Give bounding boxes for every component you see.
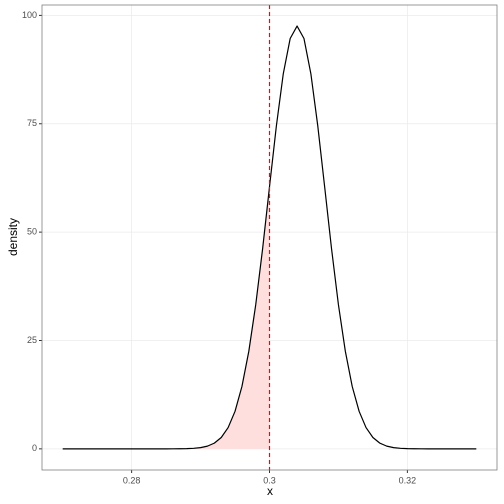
x-tick-label: 0.28 bbox=[123, 475, 141, 485]
panel-border bbox=[41, 4, 498, 471]
y-tick-label: 0 bbox=[32, 443, 37, 453]
shaded-area bbox=[62, 186, 270, 449]
x-axis-title: x bbox=[267, 484, 273, 498]
y-tick-label: 100 bbox=[22, 10, 37, 20]
x-tick-label: 0.32 bbox=[399, 475, 417, 485]
y-tick-label: 75 bbox=[27, 118, 37, 128]
y-axis-title: density bbox=[6, 218, 20, 256]
y-tick-label: 50 bbox=[27, 227, 37, 237]
x-tick-label: 0.3 bbox=[263, 475, 276, 485]
y-tick-label: 25 bbox=[27, 335, 37, 345]
density-line bbox=[62, 25, 477, 450]
